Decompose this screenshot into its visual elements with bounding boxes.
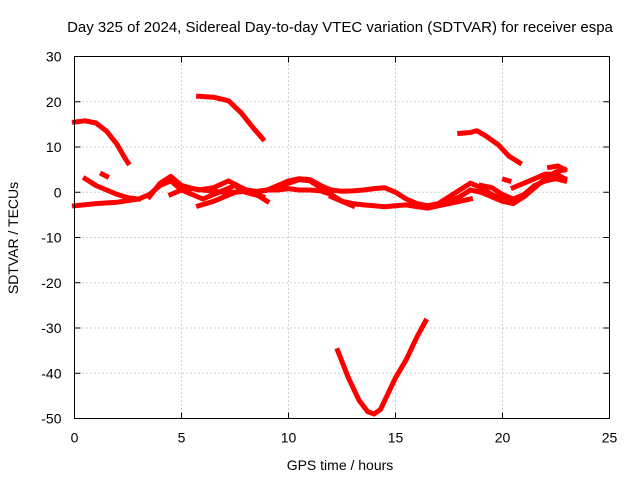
data-layer xyxy=(71,93,568,417)
y-tick-label: 30 xyxy=(46,49,62,65)
x-tick-label: 5 xyxy=(178,430,186,446)
x-tick-label: 25 xyxy=(602,430,618,446)
chart-title: Day 325 of 2024, Sidereal Day-to-day VTE… xyxy=(67,19,613,36)
series-line-11 xyxy=(263,176,431,209)
y-axis-label: SDTVAR / TECUs xyxy=(5,182,21,294)
x-axis-label: GPS time / hours xyxy=(287,457,394,473)
series-line-4 xyxy=(334,317,429,417)
series-line-10 xyxy=(195,186,356,210)
series-line-12 xyxy=(328,193,474,211)
y-tick-label: 10 xyxy=(46,139,62,155)
series-line-6 xyxy=(81,175,142,202)
x-tick-label: 15 xyxy=(388,430,404,446)
tick-layer: 0 5 10 15 20 25 -50 -40 -30 -20 -10 0 10 20 30 xyxy=(41,49,617,446)
series-line-3 xyxy=(456,128,524,167)
series-line-18 xyxy=(501,176,513,185)
series-line-2 xyxy=(195,93,267,143)
y-tick-label: -40 xyxy=(41,365,61,381)
series-line-1 xyxy=(71,118,132,167)
series-line-14 xyxy=(445,166,568,207)
x-tick-label: 10 xyxy=(281,430,297,446)
y-tick-label: 0 xyxy=(54,184,62,200)
series-line-7 xyxy=(98,170,110,180)
y-tick-label: 20 xyxy=(46,94,62,110)
y-tick-label: -10 xyxy=(41,230,61,246)
series-line-15 xyxy=(478,176,568,202)
series-line-17 xyxy=(546,163,568,173)
y-tick-label: -20 xyxy=(41,275,61,291)
grid-layer xyxy=(74,56,610,419)
series-line-16 xyxy=(509,171,568,191)
x-tick-label: 20 xyxy=(495,430,511,446)
x-tick-label: 0 xyxy=(71,430,79,446)
y-tick-label: -50 xyxy=(41,411,61,427)
y-tick-label: -30 xyxy=(41,320,61,336)
